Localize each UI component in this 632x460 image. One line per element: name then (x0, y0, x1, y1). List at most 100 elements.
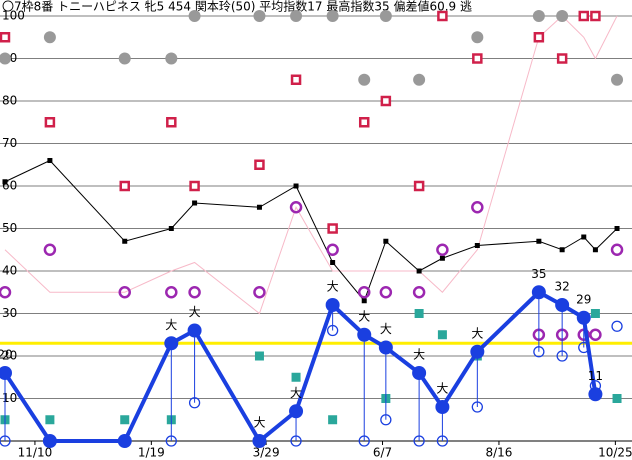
marker (383, 238, 389, 244)
marker (555, 298, 570, 312)
marker (44, 117, 56, 128)
point-label: 11 (588, 369, 603, 383)
marker (589, 328, 602, 341)
marker (531, 285, 546, 300)
marker (120, 415, 130, 425)
point-label: 大 (471, 326, 483, 340)
marker (188, 397, 201, 409)
marker (254, 351, 264, 361)
y-tick-label: 70 (2, 136, 17, 150)
marker (413, 180, 425, 192)
marker (290, 74, 302, 85)
x-tick-label: 1/19 (138, 446, 165, 460)
marker (536, 238, 542, 244)
marker (416, 268, 422, 274)
marker (327, 223, 338, 234)
point-label: 大 (327, 280, 339, 294)
x-tick-label: 11/10 (18, 446, 53, 460)
marker (358, 435, 370, 447)
marker (187, 323, 202, 338)
marker (379, 10, 392, 22)
marker (559, 247, 565, 253)
marker (533, 346, 545, 358)
marker (289, 201, 303, 214)
marker (413, 435, 425, 447)
x-tick-label: 8/16 (485, 446, 512, 460)
y-tick-label: 80 (2, 94, 17, 108)
point-label: 大 (380, 322, 392, 336)
marker (253, 10, 266, 22)
y-tick-label: 100 (2, 9, 25, 23)
marker (118, 286, 131, 299)
marker (252, 434, 267, 448)
marker (439, 255, 445, 261)
marker (0, 32, 11, 43)
point-label: 35 (531, 267, 546, 281)
marker (0, 366, 12, 380)
marker (358, 73, 371, 86)
marker (436, 243, 449, 256)
marker (437, 330, 447, 340)
marker (118, 52, 131, 65)
y-tick-label: 10 (2, 391, 17, 405)
marker (471, 401, 483, 413)
marker (0, 52, 11, 65)
marker (380, 414, 392, 426)
marker (0, 435, 11, 447)
marker (293, 183, 299, 189)
point-label: 大 (189, 305, 201, 319)
marker (556, 53, 568, 64)
y-tick-label: 30 (2, 306, 17, 320)
point-label: 29 (576, 292, 591, 306)
marker (166, 117, 177, 128)
point-label: 大 (165, 318, 177, 332)
marker (437, 10, 448, 22)
marker (588, 387, 603, 402)
marker (290, 10, 303, 22)
marker (45, 415, 55, 425)
point-label: 大 (436, 382, 448, 396)
series-line (4, 159, 618, 302)
marker (556, 350, 568, 362)
y-tick-label: 50 (2, 221, 17, 235)
marker (611, 73, 624, 86)
marker (122, 238, 128, 244)
marker (435, 400, 450, 414)
marker (165, 435, 177, 447)
marker (325, 298, 340, 312)
marker (614, 226, 620, 231)
marker (290, 435, 302, 447)
point-label: 大 (290, 386, 302, 400)
marker (590, 10, 601, 22)
marker (590, 309, 600, 318)
marker (471, 31, 484, 44)
marker (412, 366, 427, 380)
marker (43, 243, 57, 256)
point-label: 大 (358, 309, 370, 323)
marker (592, 247, 598, 253)
marker (119, 180, 130, 192)
marker (188, 286, 201, 299)
marker (472, 53, 483, 64)
x-tick-label: 10/25 (598, 446, 632, 460)
marker (328, 415, 338, 425)
marker (326, 243, 339, 256)
y-tick-label: 40 (2, 264, 17, 278)
marker (358, 117, 370, 128)
marker (556, 10, 569, 22)
marker (357, 286, 371, 299)
marker (533, 32, 545, 43)
point-label: 32 (555, 280, 570, 294)
marker (378, 340, 393, 355)
marker (168, 226, 174, 231)
marker (326, 10, 339, 22)
marker (2, 179, 8, 185)
marker (361, 298, 367, 304)
marker (379, 286, 393, 299)
point-label: 大 (413, 348, 425, 362)
point-label: 20 (0, 348, 13, 362)
marker (326, 324, 339, 337)
point-label: 大 (253, 416, 265, 430)
